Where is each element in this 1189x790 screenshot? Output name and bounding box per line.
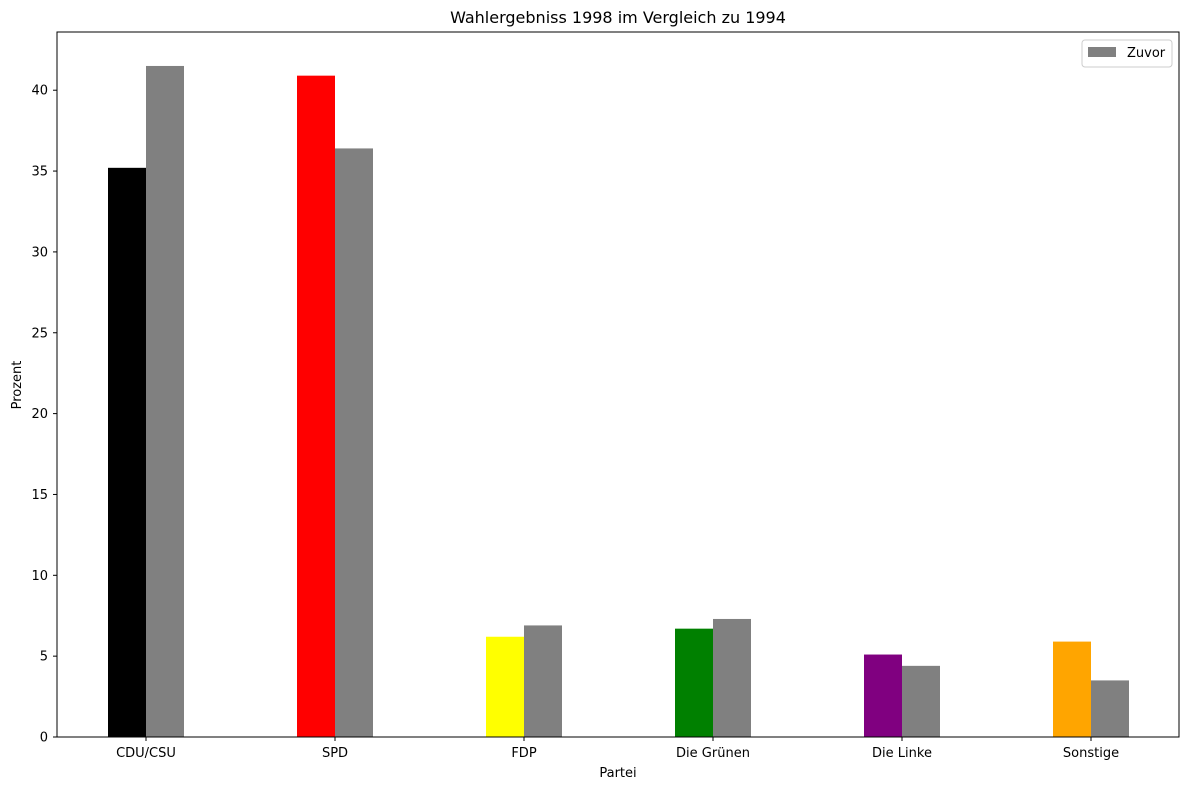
bar-current-die-gr-nen (675, 628, 713, 737)
bar-current-fdp (486, 636, 524, 737)
bars-group (108, 65, 1129, 738)
chart-title: Wahlergebniss 1998 im Vergleich zu 1994 (450, 8, 786, 27)
legend-frame (1081, 39, 1173, 68)
x-tick-label-fdp: FDP (511, 746, 536, 761)
y-tick-label-40: 40 (31, 84, 48, 99)
y-tick-label-0: 0 (40, 731, 48, 746)
x-axis-label: Partei (599, 766, 636, 781)
legend-swatch-zuvor (1088, 47, 1116, 57)
legend: Zuvor (1081, 39, 1173, 68)
plot-frame (56, 31, 1180, 738)
y-tick-label-20: 20 (31, 407, 48, 422)
bar-previous-die-linke (902, 665, 940, 737)
x-tick-label-cdu-csu: CDU/CSU (116, 746, 176, 761)
y-tick-label-10: 10 (31, 569, 48, 584)
bar-previous-sonstige (1091, 680, 1129, 737)
y-axis: 0 5 10 15 20 25 30 35 40 (31, 84, 57, 746)
y-tick-label-5: 5 (40, 650, 48, 665)
x-tick-label-die-gr-nen: Die Grünen (676, 746, 750, 761)
bar-previous-cdu-csu (146, 65, 184, 737)
y-axis-label: Prozent (10, 361, 25, 410)
bar-current-die-linke (864, 654, 902, 737)
x-tick-label-sonstige: Sonstige (1063, 746, 1119, 761)
bar-current-sonstige (1053, 641, 1091, 737)
bar-current-cdu-csu (108, 167, 146, 737)
bar-previous-spd (335, 148, 373, 738)
bar-previous-fdp (524, 625, 562, 737)
y-tick-label-30: 30 (31, 245, 48, 260)
bar-previous-die-gr-nen (713, 618, 751, 737)
x-axis: CDU/CSU SPD FDP Die Grünen Die Linke Sonstige (116, 737, 1119, 761)
legend-label-zuvor: Zuvor (1127, 46, 1166, 61)
x-tick-label-spd: SPD (322, 746, 348, 761)
bar-current-spd (297, 75, 335, 737)
y-tick-label-15: 15 (31, 488, 48, 503)
y-tick-label-35: 35 (31, 165, 48, 180)
x-tick-label-die-linke: Die Linke (872, 746, 932, 761)
y-tick-label-25: 25 (31, 326, 48, 341)
